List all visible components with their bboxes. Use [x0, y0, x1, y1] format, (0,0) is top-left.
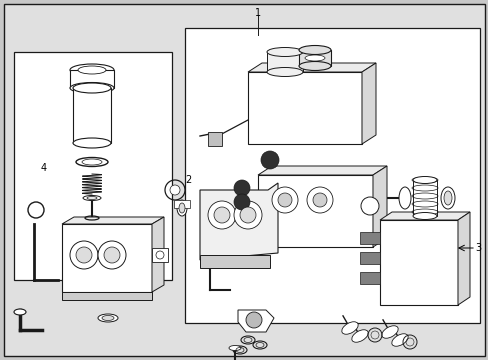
Polygon shape [238, 310, 273, 332]
Ellipse shape [87, 197, 97, 199]
Polygon shape [200, 255, 269, 268]
Circle shape [278, 193, 291, 207]
Polygon shape [62, 292, 152, 300]
Polygon shape [372, 166, 386, 247]
Circle shape [214, 207, 229, 223]
Ellipse shape [391, 334, 407, 346]
Circle shape [360, 197, 378, 215]
Polygon shape [200, 183, 278, 260]
Ellipse shape [381, 326, 397, 338]
Polygon shape [361, 63, 375, 144]
Polygon shape [247, 72, 361, 144]
Ellipse shape [179, 203, 184, 213]
Polygon shape [258, 175, 372, 247]
Circle shape [234, 180, 249, 196]
Polygon shape [62, 224, 152, 292]
Circle shape [234, 201, 262, 229]
Ellipse shape [73, 138, 111, 148]
Ellipse shape [78, 66, 106, 74]
Ellipse shape [398, 187, 410, 209]
Ellipse shape [412, 212, 436, 220]
Ellipse shape [351, 330, 367, 342]
Circle shape [70, 241, 98, 269]
Polygon shape [457, 212, 469, 305]
Ellipse shape [83, 195, 101, 201]
Ellipse shape [266, 68, 303, 77]
Ellipse shape [443, 191, 451, 205]
Bar [73, 88, 111, 143]
Circle shape [261, 151, 279, 169]
Ellipse shape [156, 251, 163, 259]
Ellipse shape [82, 159, 102, 165]
Text: 4: 4 [41, 163, 47, 173]
Bar [359, 232, 379, 244]
Ellipse shape [298, 62, 330, 71]
Polygon shape [207, 132, 222, 146]
Text: 3: 3 [474, 243, 480, 253]
Circle shape [104, 247, 120, 263]
Circle shape [234, 194, 249, 210]
Bar [412, 180, 436, 216]
Ellipse shape [412, 176, 436, 184]
Ellipse shape [177, 200, 186, 216]
Polygon shape [152, 217, 163, 292]
Text: 2: 2 [184, 175, 191, 185]
Circle shape [306, 187, 332, 213]
Polygon shape [62, 217, 163, 224]
Ellipse shape [298, 45, 330, 54]
Circle shape [76, 247, 92, 263]
Circle shape [240, 207, 256, 223]
Ellipse shape [228, 346, 241, 351]
Circle shape [207, 201, 236, 229]
Polygon shape [258, 166, 386, 175]
Bar [152, 248, 168, 262]
Circle shape [271, 187, 297, 213]
Bar [266, 52, 303, 72]
Ellipse shape [77, 85, 107, 91]
Polygon shape [247, 63, 375, 72]
Ellipse shape [305, 55, 325, 61]
Ellipse shape [440, 187, 454, 209]
Polygon shape [379, 212, 469, 220]
Bar [70, 70, 114, 88]
Bar [174, 200, 190, 208]
Bar [184, 28, 479, 323]
Circle shape [170, 185, 180, 195]
Circle shape [98, 241, 126, 269]
Text: 1: 1 [254, 8, 261, 18]
Ellipse shape [70, 82, 114, 94]
Ellipse shape [73, 83, 111, 93]
Ellipse shape [102, 315, 114, 320]
Bar [359, 252, 379, 264]
Ellipse shape [70, 64, 114, 76]
Ellipse shape [341, 322, 357, 334]
Circle shape [28, 202, 44, 218]
Ellipse shape [14, 309, 26, 315]
Circle shape [312, 193, 326, 207]
Ellipse shape [266, 48, 303, 57]
Bar [14, 52, 172, 280]
Polygon shape [379, 220, 457, 305]
Circle shape [245, 312, 262, 328]
Ellipse shape [98, 314, 118, 322]
Bar [298, 50, 330, 66]
Bar [359, 272, 379, 284]
